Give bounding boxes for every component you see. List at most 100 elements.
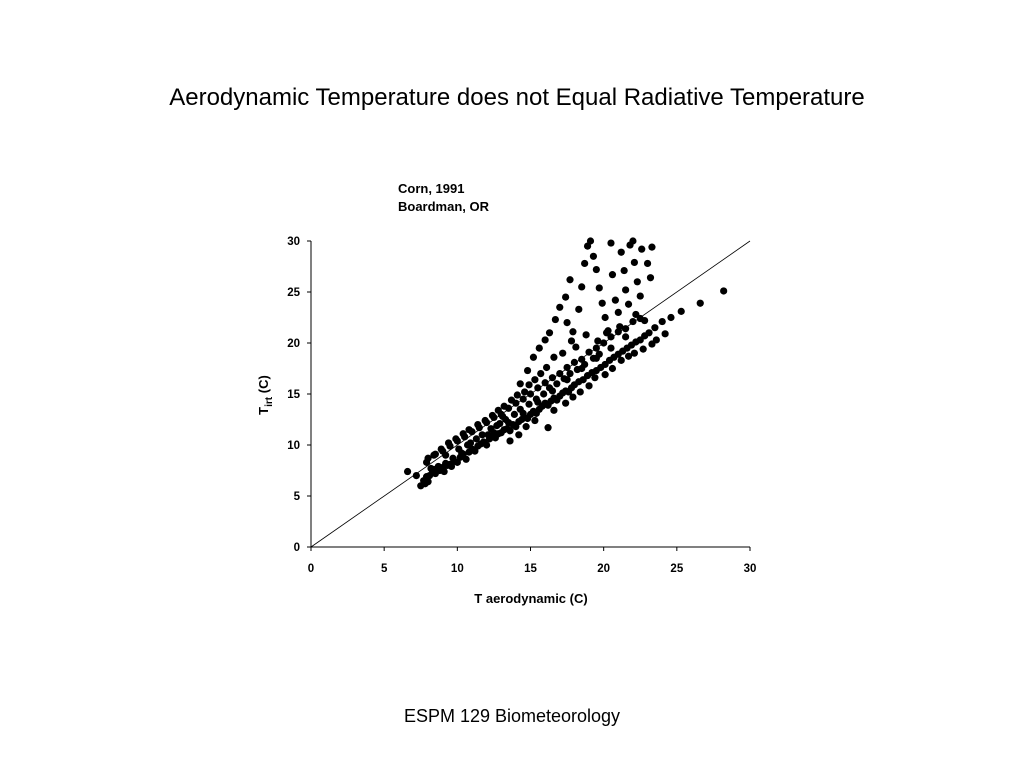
data-point [566,276,574,284]
data-point [421,480,429,488]
data-point [529,353,538,361]
data-point [643,259,652,268]
data-point [542,363,551,372]
data-point [608,271,617,279]
data-point [504,418,513,427]
data-point [521,388,529,396]
data-point [478,431,486,439]
data-point [636,292,644,300]
data-point [535,344,543,352]
data-point [481,416,489,425]
data-point [442,451,450,459]
data-point [513,391,521,399]
y-tick-label: 15 [287,389,300,401]
data-point [696,299,704,307]
data-point [550,353,558,361]
y-tick-label: 0 [294,542,300,554]
data-point [499,412,507,421]
data-point [488,411,497,420]
y-tick-label: 10 [287,440,300,452]
data-point [423,458,431,466]
data-point [578,283,586,291]
data-point [545,329,554,337]
data-point [617,248,625,256]
x-tick-label: 0 [308,563,314,575]
slide-footer: ESPM 129 Biometeorology [403,706,621,726]
y-tick-label: 5 [294,491,301,503]
data-point [567,337,576,345]
data-point [622,286,630,294]
data-point [569,393,577,401]
data-point [449,454,457,462]
data-point [586,237,595,245]
data-point [601,313,609,322]
data-point [483,441,491,449]
data-point [572,343,580,351]
data-point [630,258,638,267]
data-point [534,398,542,406]
data-point [474,421,482,429]
data-point [458,449,466,457]
data-point [598,299,606,307]
data-point [651,324,659,332]
x-tick-label: 10 [451,563,464,575]
data-point [608,364,617,373]
data-point [442,459,450,467]
data-point [537,370,545,378]
data-point [562,293,570,301]
data-point [720,287,728,295]
y-axis-title-subscript: irt [264,396,275,407]
x-axis-title: T aerodynamic (C) [474,591,587,606]
data-point [541,336,549,344]
data-point [563,319,571,327]
data-point [576,388,584,396]
y-tick-label: 20 [287,338,300,350]
data-point [515,431,523,439]
y-tick-label: 30 [287,236,300,248]
slide-title: Aerodynamic Temperature does not Equal R… [169,84,865,111]
data-point [601,371,609,379]
data-point [622,325,630,333]
data-point [465,426,473,434]
data-point [459,430,467,438]
data-point [472,435,480,443]
data-point [641,316,649,325]
x-tick-label: 15 [524,563,537,575]
data-point [506,437,514,445]
data-point [592,265,600,274]
data-point [652,336,660,344]
data-point [624,300,633,308]
chart-axes [307,240,751,551]
data-point [629,317,637,326]
data-point [437,445,445,453]
data-point [570,358,579,366]
data-point [452,435,460,443]
data-point [541,379,549,387]
data-points [403,237,728,490]
data-point [540,390,548,398]
data-point [462,455,470,463]
data-point [556,370,564,378]
data-point [563,376,571,384]
data-point [500,402,508,410]
data-point [490,429,498,437]
data-point [595,284,603,292]
data-point [484,431,492,439]
x-tick-label: 30 [744,563,757,575]
data-point [591,374,599,382]
x-tick-label: 5 [381,563,388,575]
data-point [639,345,647,353]
data-point [594,337,602,345]
data-point [566,370,574,378]
data-point [569,328,577,336]
data-point [553,380,561,388]
data-point [667,313,675,322]
data-point [531,416,539,425]
annotation-line-2: Boardman, OR [398,199,490,214]
data-point [638,245,646,253]
data-point [607,344,615,352]
data-point [548,387,557,395]
annotation-line-1: Corn, 1991 [398,181,464,196]
x-tick-label: 20 [597,563,610,575]
